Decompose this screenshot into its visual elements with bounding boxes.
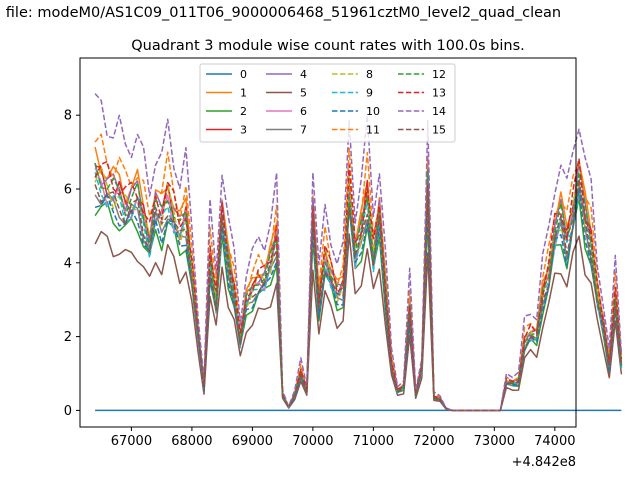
y-tick-label: 2 bbox=[64, 330, 72, 345]
series-line-14 bbox=[94, 93, 623, 412]
x-tick-label: 68000 bbox=[171, 434, 212, 449]
legend-label-6: 6 bbox=[300, 105, 307, 118]
y-axis: 0 2 4 6 8 bbox=[64, 109, 80, 419]
series-line-12 bbox=[94, 162, 623, 412]
legend-label-10: 10 bbox=[366, 105, 380, 118]
legend-box bbox=[199, 63, 456, 143]
legend-label-3: 3 bbox=[240, 124, 247, 137]
legend-label-13: 13 bbox=[432, 87, 446, 100]
series-line-2 bbox=[94, 197, 623, 412]
x-tick-label: 72000 bbox=[413, 434, 454, 449]
series-line-5 bbox=[94, 230, 623, 412]
figure-suptitle: n file: modeM0/AS1C09_011T06_9000006468_… bbox=[0, 5, 561, 21]
x-tick-label: 74000 bbox=[534, 434, 575, 449]
y-tick-label: 4 bbox=[64, 256, 72, 271]
legend-label-2: 2 bbox=[240, 105, 247, 118]
legend-label-5: 5 bbox=[300, 87, 307, 100]
series-line-13 bbox=[94, 157, 623, 412]
series-line-10 bbox=[94, 187, 623, 412]
series-line-3 bbox=[94, 165, 623, 412]
x-axis: 67000 68000 69000 70000 71000 72000 73000 74000 bbox=[111, 427, 576, 449]
legend-label-7: 7 bbox=[300, 124, 307, 137]
legend-label-8: 8 bbox=[366, 68, 373, 81]
legend-label-11: 11 bbox=[366, 124, 380, 137]
series-line-15 bbox=[94, 178, 623, 412]
axes-frame bbox=[79, 57, 577, 428]
x-tick-label: 69000 bbox=[232, 434, 273, 449]
y-tick-label: 6 bbox=[64, 182, 72, 197]
chart-title: Quadrant 3 module wise count rates with … bbox=[131, 38, 525, 54]
x-offset-label: +4.842e8 bbox=[512, 455, 576, 470]
y-tick-label: 8 bbox=[64, 109, 72, 124]
series-line-11 bbox=[94, 133, 623, 412]
legend-label-14: 14 bbox=[432, 105, 446, 118]
x-tick-label: 70000 bbox=[292, 434, 333, 449]
series-line-1 bbox=[94, 146, 623, 412]
legend-label-1: 1 bbox=[240, 87, 247, 100]
series-lines bbox=[94, 93, 623, 412]
legend-label-4: 4 bbox=[300, 68, 307, 81]
x-tick-label: 71000 bbox=[353, 434, 394, 449]
x-tick-label: 67000 bbox=[111, 434, 152, 449]
x-tick-label: 73000 bbox=[474, 434, 515, 449]
legend-label-9: 9 bbox=[366, 87, 373, 100]
legend-label-12: 12 bbox=[432, 68, 446, 81]
legend-label-15: 15 bbox=[432, 124, 446, 137]
y-tick-label: 0 bbox=[64, 404, 72, 419]
legend-label-0: 0 bbox=[240, 68, 247, 81]
